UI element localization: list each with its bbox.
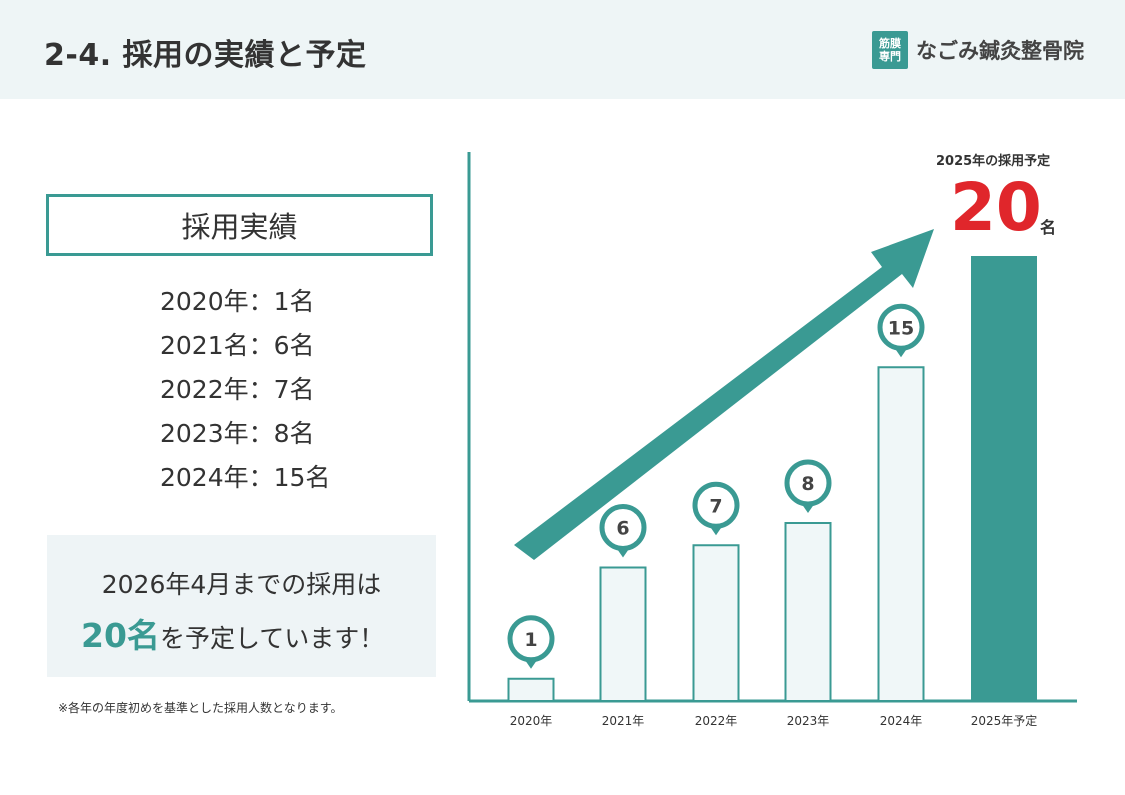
logo-badge-line1: 筋膜 <box>879 37 901 50</box>
clinic-logo: 筋膜 専門 なごみ鍼灸整骨院 <box>872 31 1084 69</box>
data-label-bubble-0 <box>507 615 555 663</box>
data-label-bubble-3 <box>784 459 832 507</box>
bar-4 <box>877 366 925 702</box>
results-heading-box: 採用実績 <box>46 194 433 256</box>
forecast-value: 20 <box>950 169 1042 246</box>
data-label-2: 7 <box>709 495 722 517</box>
trend-arrow <box>514 229 934 560</box>
forecast-label: 2025年の採用予定 <box>936 154 1051 169</box>
logo-badge-line2: 専門 <box>879 50 901 63</box>
logo-badge: 筋膜 専門 <box>872 31 908 69</box>
forecast-unit: 名 <box>1040 218 1057 237</box>
data-label-3: 8 <box>801 473 814 495</box>
data-label-bubble-4 <box>877 303 925 351</box>
plan-highlight: 20名 <box>81 616 160 655</box>
data-label-bubble-2 <box>692 481 740 529</box>
results-line-2022: 2022年：7名 <box>160 375 315 404</box>
plan-box: 2026年4月までの採用は 20名を予定しています！ <box>47 535 436 677</box>
plan-line2: 20名を予定しています！ <box>81 609 384 657</box>
page-title: 2-4. 採用の実績と予定 <box>44 38 367 73</box>
results-line-2021: 2021名：6名 <box>160 331 315 360</box>
plan-line1: 2026年4月までの採用は <box>101 570 382 599</box>
x-tick-label-5: 2025年予定 <box>971 713 1038 728</box>
data-label-1: 6 <box>616 518 629 540</box>
bar-2 <box>692 544 740 702</box>
bar-3 <box>784 522 832 702</box>
bar-5 <box>971 256 1037 701</box>
footnote: ※各年の年度初めを基準とした採用人数となります。 <box>58 701 343 715</box>
bar-1 <box>599 566 647 702</box>
bar-0 <box>507 677 555 702</box>
data-label-bubble-1 <box>599 504 647 551</box>
results-line-2024: 2024年：15名 <box>160 463 331 492</box>
results-heading: 採用実績 <box>181 210 298 244</box>
x-tick-label-4: 2024年 <box>880 714 923 728</box>
x-tick-label-1: 2021年 <box>602 714 645 728</box>
x-tick-label-3: 2023年 <box>787 714 830 728</box>
data-label-4: 15 <box>888 317 914 339</box>
results-list: 2020年：1名 2021名：6名 2022年：7名 2023年：8名 2024… <box>160 280 330 500</box>
logo-name: なごみ鍼灸整骨院 <box>916 39 1084 63</box>
data-label-0: 1 <box>524 629 537 651</box>
x-tick-label-2: 2022年 <box>695 714 738 728</box>
results-line-2023: 2023年：8名 <box>160 419 315 448</box>
plan-line2-rest: を予定しています！ <box>159 624 385 653</box>
results-line-2020: 2020年：1名 <box>160 287 315 316</box>
header-band: 2-4. 採用の実績と予定 筋膜 専門 なごみ鍼灸整骨院 <box>0 0 1125 99</box>
x-tick-label-0: 2020年 <box>510 714 553 728</box>
